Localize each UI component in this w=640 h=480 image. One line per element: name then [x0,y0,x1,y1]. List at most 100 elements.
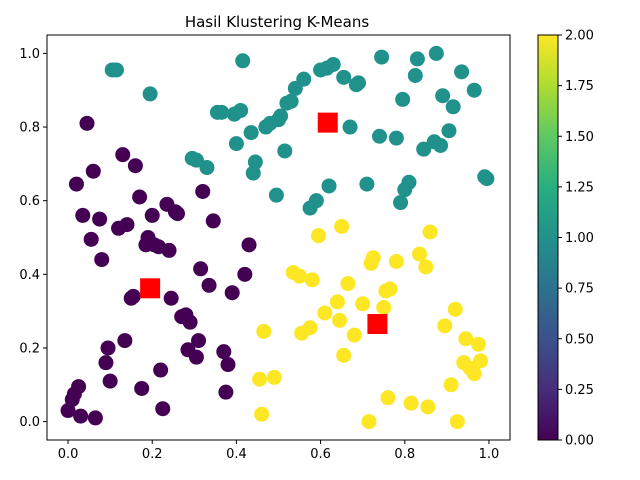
data-point [205,213,221,229]
data-point [447,301,463,317]
data-point [79,115,95,131]
data-point [443,377,459,393]
data-point [163,290,179,306]
data-point [273,108,289,124]
data-point [325,56,341,72]
data-point [382,281,398,297]
x-axis: 0.0 0.2 0.4 0.6 0.8 1.0 [58,440,500,462]
data-point [473,353,489,369]
data-point [317,305,333,321]
data-point [422,224,438,240]
data-point [153,362,169,378]
data-point [224,285,240,301]
data-point [470,336,486,352]
data-point [355,296,371,312]
data-point [193,261,209,277]
data-point [479,171,495,187]
data-point [407,68,423,83]
data-point [247,154,263,170]
data-point [155,401,171,417]
data-point [188,349,204,365]
data-point [256,323,272,339]
data-point [433,137,449,153]
data-point [340,276,356,292]
data-point [308,193,324,209]
data-point [342,119,358,135]
data-point [125,288,141,304]
data-point [241,237,257,253]
colorbar-tick-label: 0.25 [565,383,594,398]
data-point [199,160,215,176]
data-point [388,253,404,269]
data-point [161,242,177,258]
colorbar-tick-label: 0.75 [565,282,594,297]
data-point [332,312,348,328]
centroid-marker [367,314,388,335]
data-point [428,45,444,61]
x-tick-label: 0.8 [394,447,415,462]
x-tick-label: 0.4 [226,447,247,462]
data-point [102,373,118,389]
colorbar-tick-label: 2.00 [565,29,594,44]
data-point [466,366,482,382]
data-point [127,158,143,174]
centroid-marker [140,278,161,299]
data-point [132,189,148,205]
y-tick-label: 1.0 [19,47,40,62]
centroids-layer [140,112,388,335]
y-tick-label: 0.4 [19,268,40,283]
colorbar-tick-label: 1.25 [565,180,594,195]
data-point [374,49,390,65]
data-point [393,195,409,211]
data-point [418,259,434,275]
data-point [144,207,160,223]
data-point [218,384,234,400]
data-point [142,86,158,102]
data-point [201,277,217,293]
data-point [73,408,89,424]
data-point [71,379,87,395]
y-tick-label: 0.6 [19,194,40,209]
y-tick-label: 0.2 [19,341,40,356]
data-point [119,217,135,233]
data-point [380,390,396,406]
data-point [277,143,293,159]
data-point [449,414,465,430]
data-point [346,327,362,343]
data-point [336,69,352,85]
colorbar-tick-label: 1.00 [565,231,594,246]
data-point [108,62,124,78]
data-point [388,130,404,146]
data-point [100,340,116,356]
data-point [85,163,101,179]
data-point [350,75,366,91]
data-point [420,399,436,415]
data-point [403,395,419,411]
data-point [68,176,84,192]
x-tick-label: 1.0 [479,447,500,462]
data-point [188,152,204,168]
data-point [329,294,345,310]
colorbar-tick-label: 0.00 [565,434,594,449]
data-point [454,64,470,80]
data-point [243,125,259,141]
data-point [445,99,461,115]
colorbar-tick-label: 1.50 [565,130,594,145]
data-point [98,355,114,371]
chart-title: Hasil Klustering K-Means [185,13,369,31]
data-point [304,272,320,288]
data-point [441,123,457,139]
data-point [134,380,150,396]
data-point [115,147,131,163]
data-point [365,250,381,266]
data-point [458,331,474,347]
data-point [169,206,185,222]
y-tick-label: 0.8 [19,121,40,136]
data-point [252,371,268,387]
data-point [83,231,99,247]
data-point [235,53,251,69]
x-tick-label: 0.0 [58,447,79,462]
data-point [237,266,253,282]
